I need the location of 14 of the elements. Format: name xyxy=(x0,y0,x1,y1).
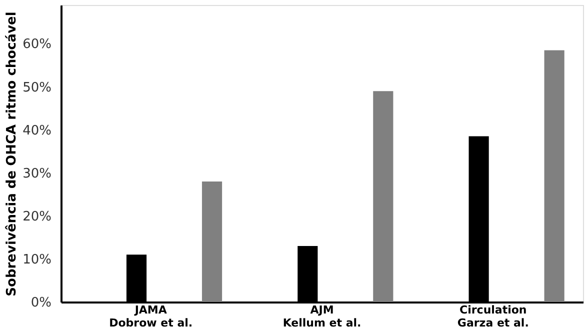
y-tick-label: 60% xyxy=(22,37,52,52)
y-tick-label: 30% xyxy=(22,166,52,182)
x-tick-label: AJM Kellum et al. xyxy=(282,304,362,330)
bar xyxy=(373,91,394,302)
y-tick-label: 20% xyxy=(22,209,52,224)
y-tick-label: 0% xyxy=(30,296,52,310)
y-tick-label: 40% xyxy=(22,123,52,138)
y-axis-title: Sobrevivência de OHCA ritmo chocável xyxy=(4,12,20,296)
x-tick-label: JAMA Dobrow et al. xyxy=(109,304,193,330)
bar xyxy=(202,181,222,302)
y-tick-label: 10% xyxy=(22,252,52,268)
x-tick-label: Circulation Garza et al. xyxy=(457,304,529,330)
bar xyxy=(544,50,564,302)
y-tick-label: 50% xyxy=(22,80,52,96)
